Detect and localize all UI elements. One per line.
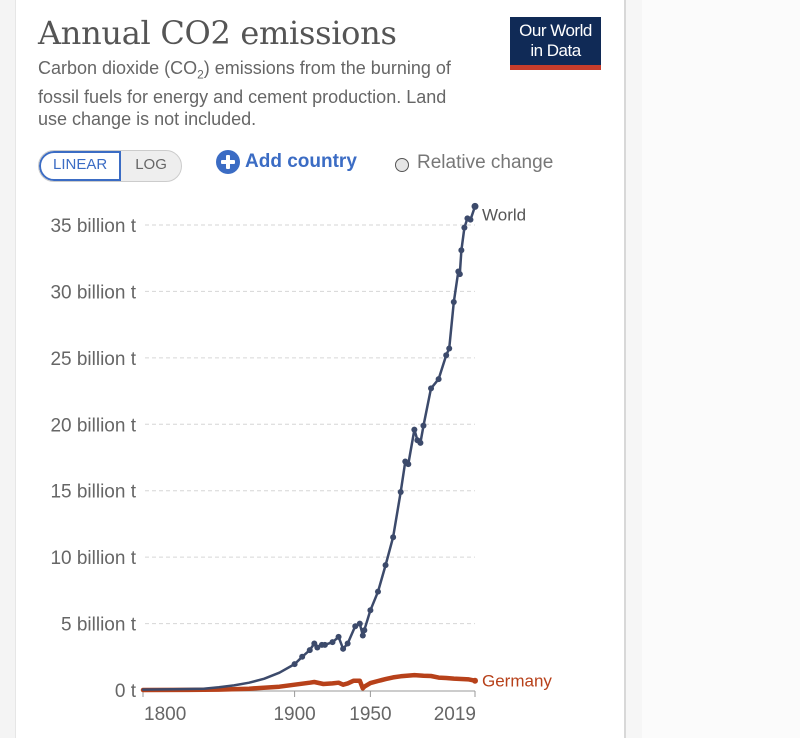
- world-data-point: [367, 607, 374, 614]
- world-data-point: [443, 352, 450, 359]
- x-tick-label: 1950: [349, 704, 391, 725]
- subtitle-text-2: ) emissions from the burning of fossil f…: [38, 58, 451, 129]
- world-data-point: [352, 623, 359, 630]
- y-tick-label: 35 billion t: [50, 216, 136, 237]
- world-data-point: [397, 489, 404, 496]
- relative-change-label: Relative change: [417, 152, 554, 173]
- add-country-label: Add country: [245, 151, 357, 172]
- world-data-point: [361, 627, 368, 634]
- world-data-point: [458, 247, 465, 254]
- scale-toggle: LINEAR LOG: [38, 150, 182, 182]
- subtitle-subscript: 2: [197, 67, 204, 82]
- page-right-area: [626, 0, 800, 738]
- gridlines: [145, 224, 475, 625]
- series-lines: [140, 202, 479, 693]
- x-axis: 1800 1900 1950 2019: [142, 690, 476, 725]
- y-tick-label: 30 billion t: [50, 282, 136, 303]
- world-data-point: [335, 633, 342, 640]
- logo-line-2: in Data: [530, 41, 581, 60]
- log-scale-button[interactable]: LOG: [135, 156, 167, 173]
- world-data-point: [329, 639, 336, 646]
- world-series-label: World: [482, 205, 526, 224]
- world-data-point: [340, 645, 347, 652]
- y-tick-label: 20 billion t: [50, 415, 136, 436]
- series-labels: Germany World: [482, 205, 552, 690]
- chart-card: [16, 0, 626, 738]
- world-data-point: [435, 376, 442, 383]
- y-tick-label: 5 billion t: [61, 615, 137, 636]
- y-axis-labels: 0 t 5 billion t 10 billion t 15 billion t 20…: [50, 216, 136, 702]
- radio-icon[interactable]: [395, 157, 409, 172]
- plus-circle-icon: [216, 150, 240, 174]
- world-data-point: [359, 632, 366, 639]
- world-data-point: [417, 439, 424, 446]
- relative-change-toggle[interactable]: Relative change: [395, 152, 553, 174]
- y-tick-label: 0 t: [115, 681, 137, 702]
- world-data-point: [405, 461, 412, 468]
- world-data-point: [344, 640, 351, 647]
- germany-line: [140, 672, 478, 693]
- world-data-point: [291, 661, 298, 668]
- world-end-marker: [471, 202, 479, 210]
- y-tick-label: 25 billion t: [50, 349, 136, 370]
- line-chart: 0 t 5 billion t 10 billion t 15 billion t 20…: [50, 202, 552, 725]
- world-data-point: [428, 385, 435, 392]
- world-data-point: [382, 562, 389, 569]
- world-data-point: [456, 271, 463, 278]
- x-tick-label: 1800: [144, 704, 186, 725]
- world-data-point: [356, 620, 363, 627]
- world-data-point: [314, 644, 321, 651]
- add-country-button[interactable]: Add country: [216, 150, 357, 174]
- germany-end-marker: [472, 677, 478, 684]
- x-tick-label: 1900: [273, 704, 315, 725]
- world-data-point: [446, 345, 453, 352]
- world-data-point: [374, 588, 381, 595]
- world-data-point: [321, 641, 328, 648]
- subtitle-text-1: Carbon dioxide (CO: [38, 58, 198, 78]
- germany-series-label: Germany: [482, 672, 552, 691]
- world-data-point: [411, 426, 418, 433]
- linear-scale-button[interactable]: LINEAR: [39, 151, 122, 181]
- world-line: [141, 205, 477, 691]
- world-data-point: [450, 299, 457, 306]
- world-data-point: [299, 653, 306, 660]
- world-data-point: [306, 647, 313, 654]
- chart-title: Annual CO2 emissions: [38, 14, 397, 52]
- our-world-in-data-logo[interactable]: Our World in Data: [510, 17, 601, 70]
- logo-line-1: Our World: [519, 21, 592, 40]
- world-data-point: [461, 224, 468, 231]
- world-data-point: [390, 534, 397, 541]
- y-tick-label: 15 billion t: [50, 482, 136, 503]
- chart-subtitle: Carbon dioxide (CO2) emissions from the …: [38, 57, 478, 130]
- world-data-point: [420, 422, 427, 429]
- y-tick-label: 10 billion t: [50, 548, 136, 569]
- world-data-point: [467, 216, 474, 223]
- page-left-margin: [0, 0, 16, 738]
- x-tick-label: 2019: [434, 704, 476, 725]
